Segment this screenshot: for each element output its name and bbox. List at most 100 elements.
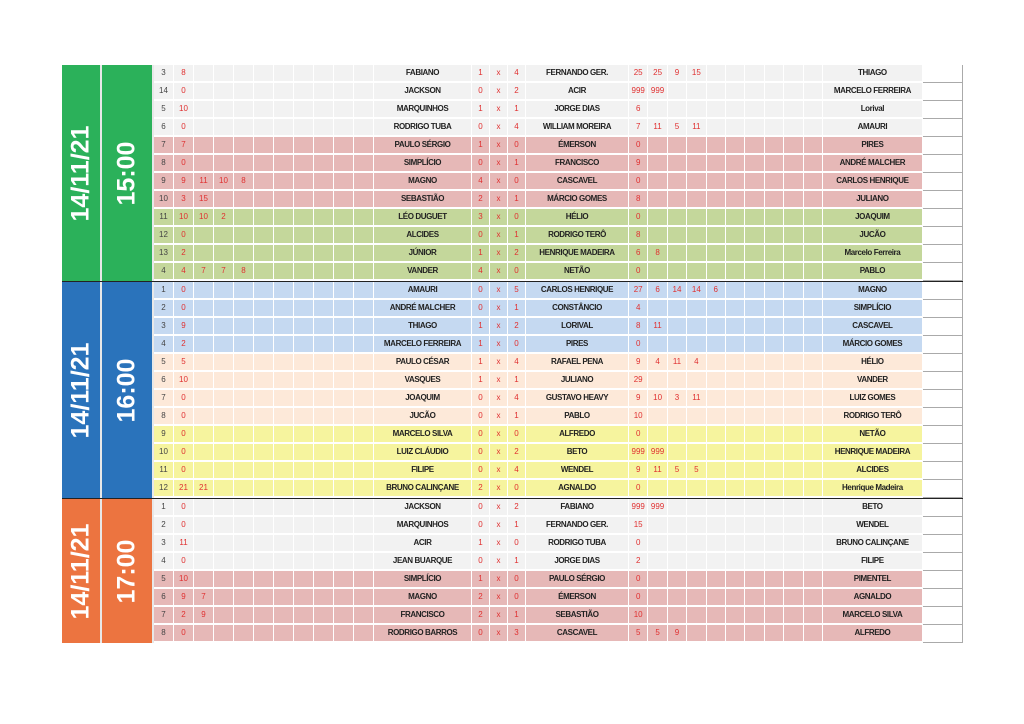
home-value-cell[interactable] (214, 155, 234, 173)
home-value-cell[interactable] (214, 65, 234, 83)
home-value-cell[interactable] (334, 137, 354, 155)
away-value-cell[interactable] (784, 318, 804, 336)
home-value-cell[interactable] (234, 444, 254, 462)
home-value-cell[interactable] (354, 607, 374, 625)
away-value-cell[interactable] (764, 263, 785, 281)
home-value-cell[interactable]: 2 (214, 209, 234, 227)
away-value-cell[interactable]: 999 (629, 444, 649, 462)
empty-cell[interactable] (922, 499, 963, 517)
away-value-cell[interactable] (706, 408, 726, 426)
home-value-cell[interactable] (334, 372, 354, 390)
home-value-cell[interactable] (254, 191, 274, 209)
home-value-cell[interactable] (334, 390, 354, 408)
home-value-cell[interactable] (274, 300, 294, 318)
away-value-cell[interactable] (706, 336, 726, 354)
away-value-cell[interactable] (667, 589, 688, 607)
home-value-cell[interactable] (314, 480, 334, 498)
home-value-cell[interactable]: 8 (234, 173, 254, 191)
home-value-cell[interactable]: 9 (174, 173, 194, 191)
home-value-cell[interactable] (234, 553, 254, 571)
empty-cell[interactable] (922, 589, 963, 607)
away-value-cell[interactable] (667, 101, 688, 119)
away-value-cell[interactable] (725, 535, 746, 553)
home-value-cell[interactable] (274, 119, 294, 137)
home-value-cell[interactable] (214, 191, 234, 209)
home-value-cell[interactable] (214, 480, 234, 498)
home-value-cell[interactable] (294, 625, 314, 643)
away-value-cell[interactable] (803, 390, 823, 408)
away-value-cell[interactable] (725, 209, 746, 227)
empty-cell[interactable] (922, 462, 963, 480)
empty-cell[interactable] (922, 372, 963, 390)
away-value-cell[interactable]: 11 (667, 354, 688, 372)
home-value-cell[interactable] (234, 571, 254, 589)
away-value-cell[interactable] (725, 173, 746, 191)
home-value-cell[interactable] (254, 83, 274, 101)
home-value-cell[interactable] (194, 426, 214, 444)
home-value-cell[interactable]: 2 (174, 607, 194, 625)
away-value-cell[interactable] (706, 390, 726, 408)
away-value-cell[interactable]: 4 (648, 354, 668, 372)
away-value-cell[interactable] (764, 336, 785, 354)
away-value-cell[interactable] (706, 191, 726, 209)
home-value-cell[interactable] (354, 65, 374, 83)
away-value-cell[interactable] (706, 372, 726, 390)
home-value-cell[interactable] (334, 499, 354, 517)
away-value-cell[interactable] (667, 191, 688, 209)
away-value-cell[interactable] (725, 263, 746, 281)
home-value-cell[interactable]: 10 (194, 209, 214, 227)
away-value-cell[interactable] (745, 535, 765, 553)
away-value-cell[interactable] (745, 589, 765, 607)
home-value-cell[interactable] (214, 589, 234, 607)
home-value-cell[interactable] (354, 83, 374, 101)
home-value-cell[interactable] (354, 571, 374, 589)
away-value-cell[interactable] (784, 119, 804, 137)
away-value-cell[interactable] (764, 354, 785, 372)
home-value-cell[interactable] (194, 517, 214, 535)
home-value-cell[interactable] (254, 300, 274, 318)
away-value-cell[interactable] (667, 426, 688, 444)
home-value-cell[interactable] (214, 282, 234, 300)
home-value-cell[interactable]: 0 (174, 282, 194, 300)
home-value-cell[interactable] (334, 300, 354, 318)
away-value-cell[interactable] (687, 426, 707, 444)
away-value-cell[interactable] (745, 607, 765, 625)
home-value-cell[interactable]: 21 (174, 480, 194, 498)
away-value-cell[interactable] (667, 517, 688, 535)
away-value-cell[interactable] (706, 444, 726, 462)
home-value-cell[interactable] (294, 553, 314, 571)
away-value-cell[interactable]: 27 (629, 282, 649, 300)
empty-cell[interactable] (922, 390, 963, 408)
home-value-cell[interactable]: 0 (174, 390, 194, 408)
away-value-cell[interactable] (764, 607, 785, 625)
away-value-cell[interactable]: 10 (648, 390, 668, 408)
away-value-cell[interactable] (784, 336, 804, 354)
away-value-cell[interactable] (784, 245, 804, 263)
home-value-cell[interactable] (354, 245, 374, 263)
home-value-cell[interactable] (214, 83, 234, 101)
home-value-cell[interactable] (334, 191, 354, 209)
home-value-cell[interactable] (254, 390, 274, 408)
away-value-cell[interactable] (667, 336, 688, 354)
home-value-cell[interactable] (254, 408, 274, 426)
empty-cell[interactable] (922, 155, 963, 173)
home-value-cell[interactable] (334, 426, 354, 444)
home-value-cell[interactable] (334, 318, 354, 336)
home-value-cell[interactable] (214, 390, 234, 408)
away-value-cell[interactable] (764, 408, 785, 426)
home-value-cell[interactable] (354, 408, 374, 426)
away-value-cell[interactable] (803, 517, 823, 535)
away-value-cell[interactable] (725, 155, 746, 173)
away-value-cell[interactable] (667, 83, 688, 101)
home-value-cell[interactable] (274, 517, 294, 535)
home-value-cell[interactable] (314, 589, 334, 607)
away-value-cell[interactable] (764, 444, 785, 462)
away-value-cell[interactable]: 9 (629, 390, 649, 408)
away-value-cell[interactable] (745, 300, 765, 318)
away-value-cell[interactable] (784, 354, 804, 372)
empty-cell[interactable] (922, 137, 963, 155)
away-value-cell[interactable]: 4 (687, 354, 707, 372)
away-value-cell[interactable]: 25 (629, 65, 649, 83)
home-value-cell[interactable]: 2 (174, 336, 194, 354)
home-value-cell[interactable] (314, 372, 334, 390)
